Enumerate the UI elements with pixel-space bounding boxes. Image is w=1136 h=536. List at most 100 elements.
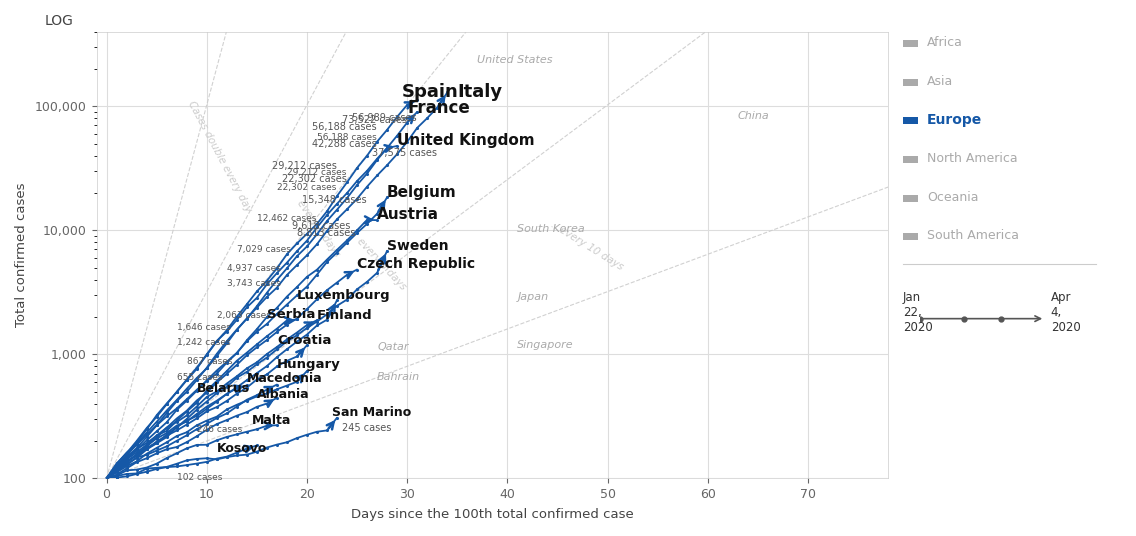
Point bbox=[148, 413, 166, 421]
Point bbox=[187, 385, 206, 394]
Point bbox=[177, 420, 195, 429]
Point bbox=[408, 124, 426, 132]
Point bbox=[108, 466, 126, 474]
Point bbox=[108, 465, 126, 473]
Point bbox=[108, 467, 126, 475]
Point bbox=[148, 431, 166, 440]
Point bbox=[177, 461, 195, 470]
Point bbox=[117, 461, 135, 470]
Point bbox=[127, 458, 145, 466]
Point bbox=[368, 154, 386, 163]
Point bbox=[218, 326, 236, 334]
Point bbox=[177, 411, 195, 420]
Text: Oceania: Oceania bbox=[927, 191, 978, 204]
Point bbox=[98, 474, 116, 482]
Point bbox=[218, 358, 236, 366]
Point bbox=[177, 388, 195, 396]
Point bbox=[108, 471, 126, 479]
Text: 22,302 cases: 22,302 cases bbox=[282, 174, 346, 184]
Point bbox=[177, 417, 195, 426]
Point bbox=[227, 412, 245, 420]
Point bbox=[98, 474, 116, 482]
Point bbox=[237, 376, 256, 384]
Point bbox=[318, 310, 336, 318]
Point bbox=[177, 415, 195, 423]
Text: Japan: Japan bbox=[517, 292, 549, 302]
Point bbox=[158, 418, 176, 427]
Point bbox=[348, 163, 366, 172]
Text: LOG: LOG bbox=[45, 13, 74, 28]
Point bbox=[258, 421, 276, 430]
Point bbox=[208, 337, 226, 346]
Point bbox=[127, 438, 145, 447]
Point bbox=[117, 449, 135, 458]
Point bbox=[308, 230, 326, 239]
Point bbox=[278, 292, 296, 301]
Point bbox=[218, 327, 236, 336]
Point bbox=[378, 247, 396, 255]
Point bbox=[98, 474, 116, 482]
Point bbox=[108, 471, 126, 480]
Point bbox=[148, 421, 166, 430]
Point bbox=[287, 314, 306, 323]
Point bbox=[398, 118, 416, 127]
Point bbox=[227, 402, 245, 411]
Point bbox=[268, 421, 286, 429]
Point bbox=[98, 474, 116, 482]
Point bbox=[137, 424, 156, 433]
Text: 245 cases: 245 cases bbox=[342, 423, 392, 433]
Text: Albania: Albania bbox=[257, 389, 309, 401]
Point bbox=[358, 167, 376, 175]
Point bbox=[117, 452, 135, 461]
Point bbox=[117, 462, 135, 471]
Point bbox=[348, 177, 366, 185]
Point bbox=[308, 220, 326, 228]
Point bbox=[438, 88, 457, 97]
Y-axis label: Total confirmed cases: Total confirmed cases bbox=[15, 183, 28, 327]
Point bbox=[177, 428, 195, 436]
Point bbox=[177, 456, 195, 465]
Point bbox=[168, 416, 186, 425]
Point bbox=[368, 171, 386, 180]
Point bbox=[177, 397, 195, 405]
Point bbox=[328, 199, 346, 208]
Point bbox=[187, 364, 206, 373]
Point bbox=[287, 315, 306, 324]
Point bbox=[398, 137, 416, 146]
Point bbox=[208, 420, 226, 428]
Text: Belgium: Belgium bbox=[387, 185, 457, 200]
Point bbox=[137, 451, 156, 459]
Point bbox=[218, 337, 236, 345]
Point bbox=[137, 430, 156, 439]
Text: Sweden: Sweden bbox=[387, 239, 449, 253]
Point bbox=[168, 443, 186, 451]
Text: 12,462 cases: 12,462 cases bbox=[257, 214, 316, 223]
Point bbox=[137, 442, 156, 451]
Point bbox=[227, 430, 245, 438]
Text: 37,575 cases: 37,575 cases bbox=[373, 148, 437, 158]
Point bbox=[148, 434, 166, 443]
Point bbox=[378, 144, 396, 152]
Point bbox=[158, 463, 176, 471]
Point bbox=[428, 103, 446, 112]
Point bbox=[348, 228, 366, 237]
Text: 2,063 cases: 2,063 cases bbox=[217, 311, 270, 320]
Point bbox=[218, 369, 236, 378]
Point bbox=[98, 474, 116, 482]
Point bbox=[218, 358, 236, 367]
Point bbox=[318, 217, 336, 225]
Point bbox=[237, 336, 256, 345]
Point bbox=[237, 314, 256, 323]
Text: 9,618 cases: 9,618 cases bbox=[292, 221, 350, 231]
Point bbox=[198, 426, 216, 434]
Point bbox=[117, 455, 135, 464]
Point bbox=[287, 291, 306, 300]
Point bbox=[298, 251, 316, 259]
Point bbox=[298, 282, 316, 291]
Point bbox=[358, 182, 376, 191]
Point bbox=[158, 438, 176, 446]
Point bbox=[117, 472, 135, 481]
Point bbox=[198, 407, 216, 415]
Point bbox=[177, 395, 195, 404]
Text: 655 cases: 655 cases bbox=[177, 373, 223, 382]
